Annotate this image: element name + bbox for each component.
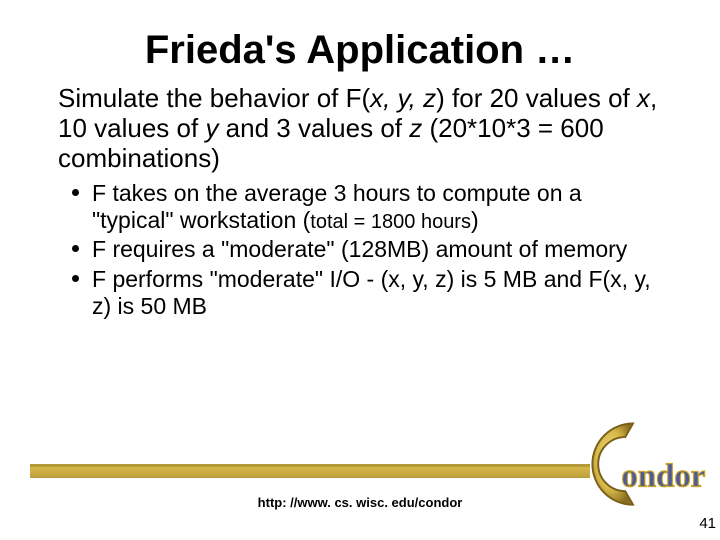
logo-text: ondor — [621, 458, 705, 494]
footer-rule — [30, 464, 590, 478]
bullet-item: F takes on the average 3 hours to comput… — [72, 180, 662, 235]
bullet-text-small: total = 1800 hours — [310, 211, 471, 233]
condor-logo: ondor — [575, 412, 720, 522]
bullet-item: F requires a "moderate" (128MB) amount o… — [72, 236, 662, 263]
bullet-text: F requires a "moderate" (128MB) amount o… — [92, 236, 627, 262]
bullet-text: F performs "moderate" I/O - (x, y, z) is… — [92, 266, 651, 319]
bullet-item: F performs "moderate" I/O - (x, y, z) is… — [72, 266, 662, 320]
body-text: and 3 values of — [218, 113, 409, 143]
slide-title: Frieda's Application … — [50, 28, 670, 72]
bullet-text: ) — [471, 207, 479, 233]
body-text: Simulate the behavior of F( — [58, 83, 370, 113]
slide-body: Simulate the behavior of F(x, y, z) for … — [58, 84, 662, 174]
body-text: ) for 20 values of — [436, 83, 637, 113]
body-var: y — [205, 113, 218, 143]
body-var: z — [409, 113, 422, 143]
bullet-list: F takes on the average 3 hours to comput… — [72, 180, 662, 320]
slide: Frieda's Application … Simulate the beha… — [0, 0, 720, 540]
body-var: x — [637, 83, 650, 113]
body-var: x, y, z — [370, 83, 436, 113]
